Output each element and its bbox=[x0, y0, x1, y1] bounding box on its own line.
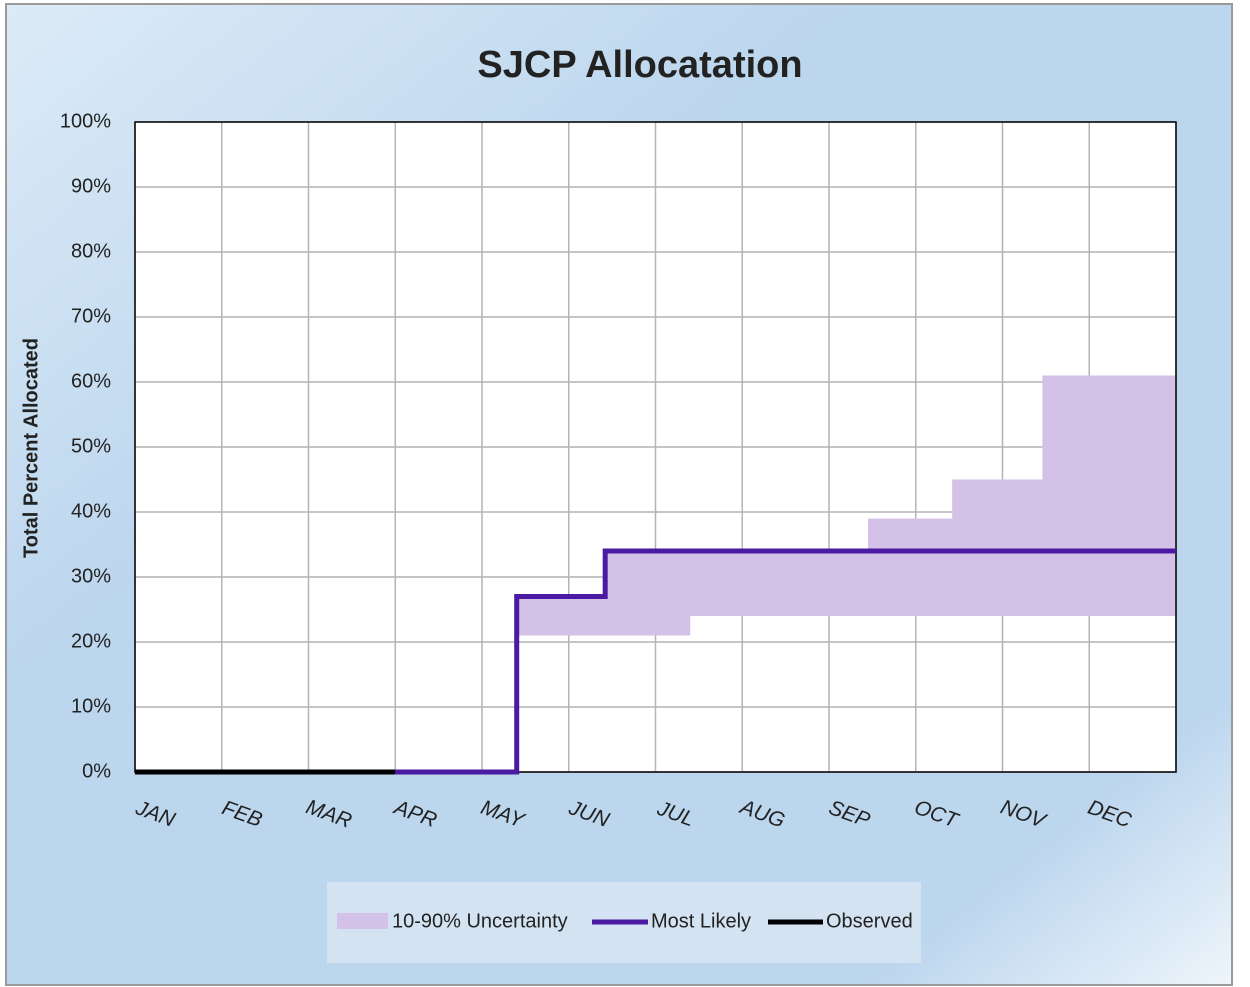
y-tick-label: 20% bbox=[71, 630, 111, 652]
y-tick-label: 0% bbox=[82, 760, 111, 782]
legend-label: 10-90% Uncertainty bbox=[392, 910, 568, 932]
series-line bbox=[395, 548, 1176, 775]
y-tick-label: 60% bbox=[71, 370, 111, 392]
chart-title: SJCP Allocatation bbox=[477, 44, 802, 86]
y-tick-label: 30% bbox=[71, 565, 111, 587]
y-tick-label: 100% bbox=[60, 110, 111, 132]
y-tick-label: 70% bbox=[71, 305, 111, 327]
legend-label: Observed bbox=[826, 910, 913, 932]
y-tick-label: 50% bbox=[71, 435, 111, 457]
plot-border bbox=[134, 121, 1177, 773]
y-tick-label: 90% bbox=[71, 175, 111, 197]
y-tick-label: 10% bbox=[71, 695, 111, 717]
legend-swatch bbox=[337, 913, 388, 929]
y-tick-label: 80% bbox=[71, 240, 111, 262]
uncertainty-band bbox=[516, 375, 1176, 636]
y-axis-label: Total Percent Allocated bbox=[20, 338, 42, 558]
legend-label: Most Likely bbox=[651, 910, 751, 932]
y-tick-label: 40% bbox=[71, 500, 111, 522]
